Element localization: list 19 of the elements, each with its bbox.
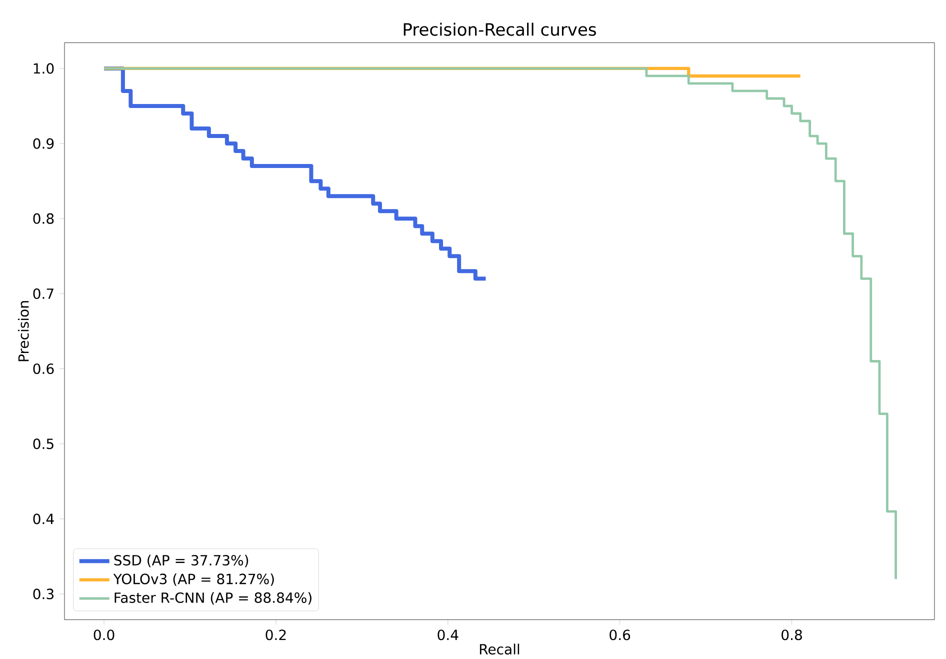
x-tick-label: 0.0 bbox=[94, 629, 114, 640]
y-tick-label: 1.0 bbox=[34, 63, 54, 74]
legend-label: Faster R-CNN (AP = 88.84%) bbox=[114, 592, 312, 605]
legend-label: YOLOv3 (AP = 81.27%) bbox=[113, 573, 274, 586]
y-tick-label: 0.3 bbox=[33, 588, 54, 600]
y-axis-title: Precision bbox=[18, 301, 29, 361]
y-tick-label: 0.4 bbox=[33, 514, 54, 524]
x-tick-label: 0.6 bbox=[610, 629, 630, 640]
y-tick-label: 0.8 bbox=[33, 213, 54, 224]
y-tick-label: 0.7 bbox=[33, 288, 54, 299]
chart-title: Precision-Recall curves bbox=[404, 22, 596, 36]
y-tick-label: 0.9 bbox=[33, 138, 54, 149]
y-tick-label: 0.6 bbox=[33, 363, 54, 374]
x-tick-label: 0.2 bbox=[266, 629, 286, 640]
legend-label: SSD (AP = 37.73%) bbox=[114, 554, 248, 568]
x-axis-title: Recall bbox=[480, 644, 520, 654]
y-tick-label: 0.5 bbox=[33, 438, 54, 450]
x-tick-label: 0.8 bbox=[782, 629, 802, 640]
x-tick-label: 0.4 bbox=[438, 629, 458, 640]
